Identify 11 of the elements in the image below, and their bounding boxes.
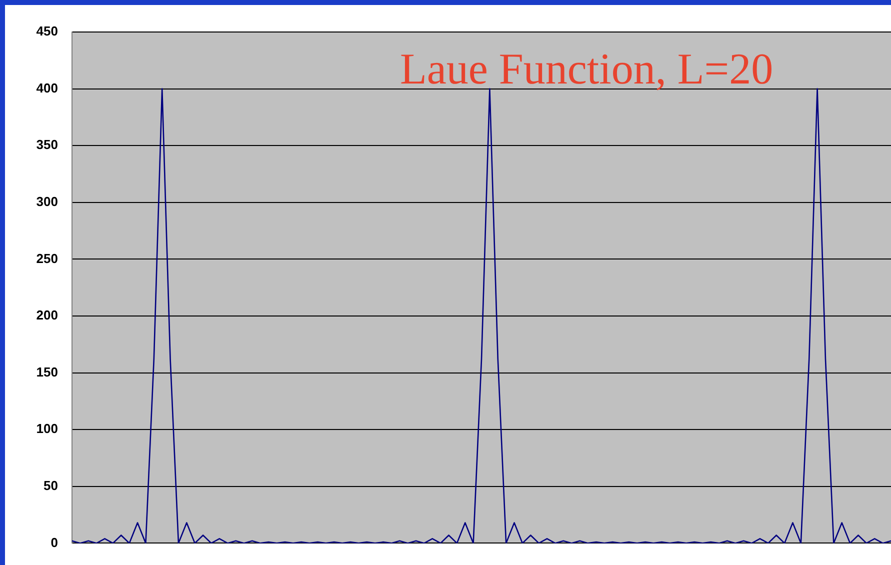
y-tick-label: 350 (36, 137, 58, 152)
y-tick-label: 450 (36, 24, 58, 39)
y-tick-label: 150 (36, 364, 58, 380)
annotation: Laue Function, L=20 (400, 44, 774, 94)
y-tick-label: 200 (36, 308, 58, 323)
y-tick-label: 50 (44, 478, 58, 493)
y-tick-label: 100 (36, 421, 58, 436)
y-tick-label: 400 (36, 80, 58, 96)
y-tick-label: 250 (36, 250, 58, 266)
y-tick-label: 0 (50, 534, 58, 550)
y-tick-label: 300 (36, 194, 58, 209)
